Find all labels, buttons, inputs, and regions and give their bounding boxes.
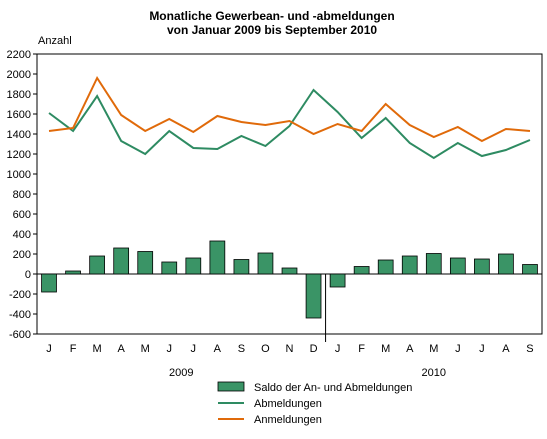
chart-subtitle: von Januar 2009 bis September 2010 — [167, 23, 377, 37]
bar-saldo — [498, 253, 514, 275]
bar-saldo — [257, 252, 274, 275]
y-tick-label: 0 — [25, 269, 31, 281]
y-tick-label: 400 — [13, 229, 31, 241]
x-tick-label: A — [406, 343, 414, 355]
plot-area: -600 -400 -200 0 200 400 600 800 1000 1200 1400 160… — [7, 49, 543, 379]
y-tick-label: 1000 — [7, 169, 31, 181]
x-tick-label: J — [191, 343, 197, 355]
y-tick-label: 2200 — [7, 49, 31, 61]
bar-saldo — [65, 270, 81, 275]
y-tick-label: 1600 — [7, 109, 31, 121]
x-tick-label: M — [141, 343, 150, 355]
legend-label-saldo: Saldo der An- und Abmeldungen — [254, 382, 412, 394]
y-tick-label: 800 — [13, 189, 31, 201]
bar-saldo — [449, 257, 466, 275]
bar-saldo — [161, 261, 178, 275]
x-tick-label: J — [455, 343, 461, 355]
x-tick-label: F — [70, 343, 77, 355]
legend-label-anmeldungen: Anmeldungen — [254, 414, 322, 426]
y-axis-label: Anzahl — [38, 35, 72, 47]
bar-saldo — [401, 255, 418, 275]
y-tick-label: -400 — [9, 309, 31, 321]
plot-frame — [36, 53, 543, 335]
y-tick-label: 1800 — [7, 89, 31, 101]
bar-saldo — [329, 273, 346, 288]
x-tick-label: J — [335, 343, 341, 355]
year-label: 2010 — [422, 367, 446, 379]
x-tick-label: J — [479, 343, 485, 355]
series-line-anmeldungen — [48, 75, 531, 143]
bar-saldo — [209, 240, 226, 275]
bar-saldo — [41, 273, 57, 293]
bar-saldo — [113, 247, 130, 275]
bar-saldo — [233, 259, 250, 275]
y-tick-label: 200 — [13, 249, 31, 261]
chart-title: Monatliche Gewerbean- und -abmeldungen — [149, 9, 394, 23]
bar-saldo — [425, 253, 442, 275]
y-tick-label: -600 — [9, 329, 31, 341]
x-tick-label: A — [502, 343, 510, 355]
y-tick-label: 1200 — [7, 149, 31, 161]
x-tick-label: A — [214, 343, 222, 355]
x-tick-label: O — [261, 343, 270, 355]
bar-saldo — [281, 267, 298, 275]
x-tick-label: D — [310, 343, 318, 355]
bar-saldo — [377, 259, 394, 275]
y-tick-label: 2000 — [7, 69, 31, 81]
bar-saldo — [137, 251, 154, 275]
x-tick-label: J — [46, 343, 52, 355]
bar-saldo — [305, 273, 322, 319]
x-tick-label: M — [93, 343, 102, 355]
series-line-abmeldungen — [48, 88, 531, 160]
x-tick-label: M — [381, 343, 390, 355]
y-tick-label: 600 — [13, 209, 31, 221]
legend-label-abmeldungen: Abmeldungen — [254, 398, 322, 410]
x-tick-label: A — [117, 343, 125, 355]
x-tick-label: F — [358, 343, 365, 355]
legend: Saldo der An- und Abmeldungen Abmeldunge… — [217, 381, 412, 426]
x-tick-label: S — [526, 343, 533, 355]
x-tick-label: S — [238, 343, 245, 355]
x-tick-label: N — [286, 343, 294, 355]
y-tick-label: 1400 — [7, 129, 31, 141]
bar-saldo — [353, 266, 370, 275]
year-label: 2009 — [169, 367, 193, 379]
bar-saldo — [522, 264, 538, 275]
bar-saldo — [89, 255, 105, 275]
bar-saldo — [474, 258, 490, 275]
x-tick-label: J — [167, 343, 173, 355]
x-tick-label: M — [429, 343, 438, 355]
legend-swatch-saldo — [217, 381, 245, 392]
bar-saldo — [185, 257, 202, 275]
y-tick-label: -200 — [9, 289, 31, 301]
